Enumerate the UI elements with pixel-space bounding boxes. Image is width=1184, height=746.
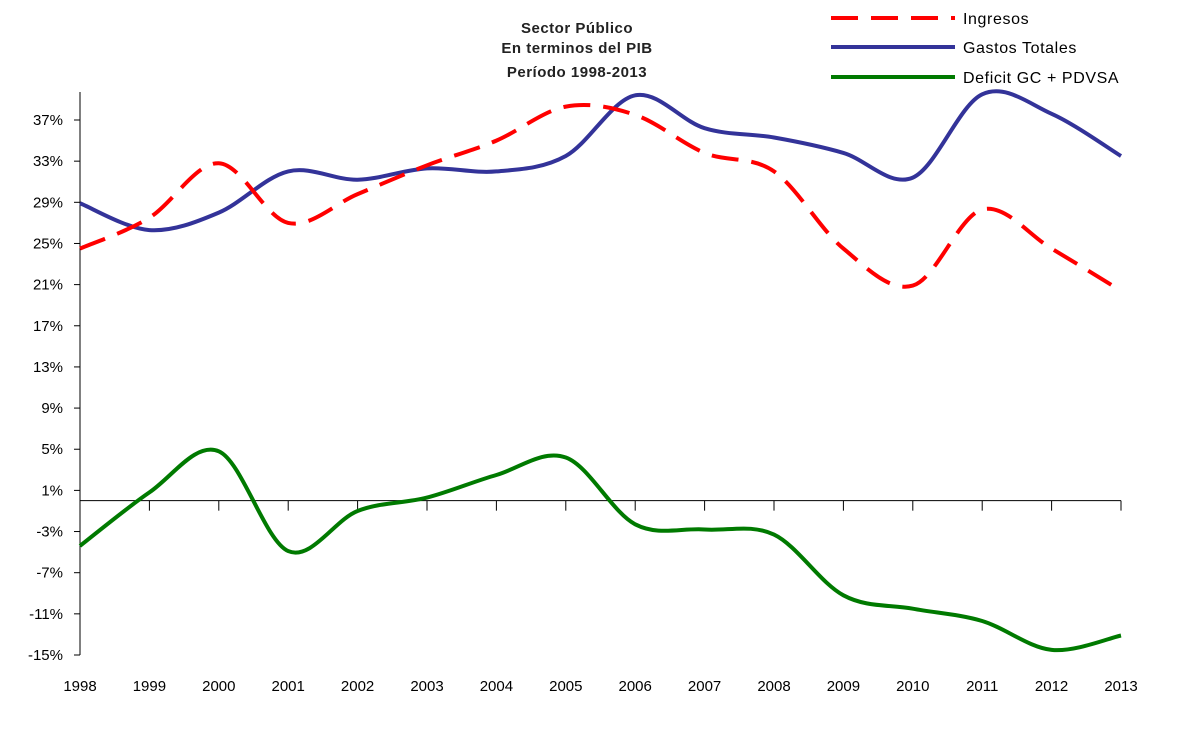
x-tick-label: 2003	[410, 678, 443, 695]
axes: 37% 33% 29% 25% 21% 17% 13% 9% 5% 1% -3% -7% -11% -15…	[28, 92, 1138, 695]
chart-title: Sector Público En terminos del PIB Período…	[501, 20, 652, 81]
y-tick-label: 37%	[33, 112, 63, 129]
y-tick-label: 13%	[33, 359, 63, 376]
y-tick-label: 29%	[33, 194, 63, 211]
series-line-gastos-totales	[79, 89, 1123, 233]
x-tick-label: 2010	[896, 678, 929, 695]
x-tick-label: 2013	[1104, 678, 1137, 695]
x-tick-label: 2006	[619, 678, 652, 695]
x-tick-label: 2011	[966, 678, 998, 695]
y-tick-label: 33%	[33, 153, 63, 170]
x-tick-label: 2009	[827, 678, 860, 695]
legend-label-ingresos: Ingresos	[963, 11, 1029, 28]
series-line-deficit-gc-pdvsa	[78, 447, 1122, 653]
chart-title-line: En terminos del PIB	[501, 40, 652, 57]
x-tick-label: 2002	[341, 678, 374, 695]
x-tick-label: 2004	[480, 678, 513, 695]
y-tick-label: 17%	[33, 318, 63, 335]
x-tick-label: 2005	[549, 678, 582, 695]
x-tick-label: 2000	[202, 678, 235, 695]
x-tick-label: 2012	[1035, 678, 1068, 695]
y-tick-label: 1%	[41, 482, 63, 499]
y-tick-label: -11%	[29, 606, 63, 623]
x-tick-label: 1999	[133, 678, 166, 695]
chart-title-line: Sector Público	[521, 20, 633, 37]
y-tick-label: 25%	[33, 235, 63, 252]
x-tick-label: 1998	[63, 678, 96, 695]
x-tick-label: 2001	[272, 678, 305, 695]
y-tick-label: -15%	[28, 647, 63, 664]
x-tick-label: 2008	[757, 678, 790, 695]
y-tick-label: 21%	[33, 277, 63, 294]
y-tick-label: -7%	[36, 565, 63, 582]
legend-label-deficit-gc-pdvsa: Deficit GC + PDVSA	[963, 70, 1119, 87]
legend-label-gastos-totales: Gastos Totales	[963, 40, 1077, 57]
x-tick-label: 2007	[688, 678, 721, 695]
legend: Ingresos Gastos Totales Deficit GC + PDVSA	[831, 11, 1119, 87]
series-line-ingresos	[79, 103, 1123, 293]
y-tick-label: -3%	[36, 524, 63, 541]
y-tick-label: 9%	[41, 400, 63, 417]
chart-title-line: Período 1998-2013	[507, 64, 647, 81]
y-tick-label: 5%	[41, 441, 63, 458]
series	[78, 89, 1123, 653]
